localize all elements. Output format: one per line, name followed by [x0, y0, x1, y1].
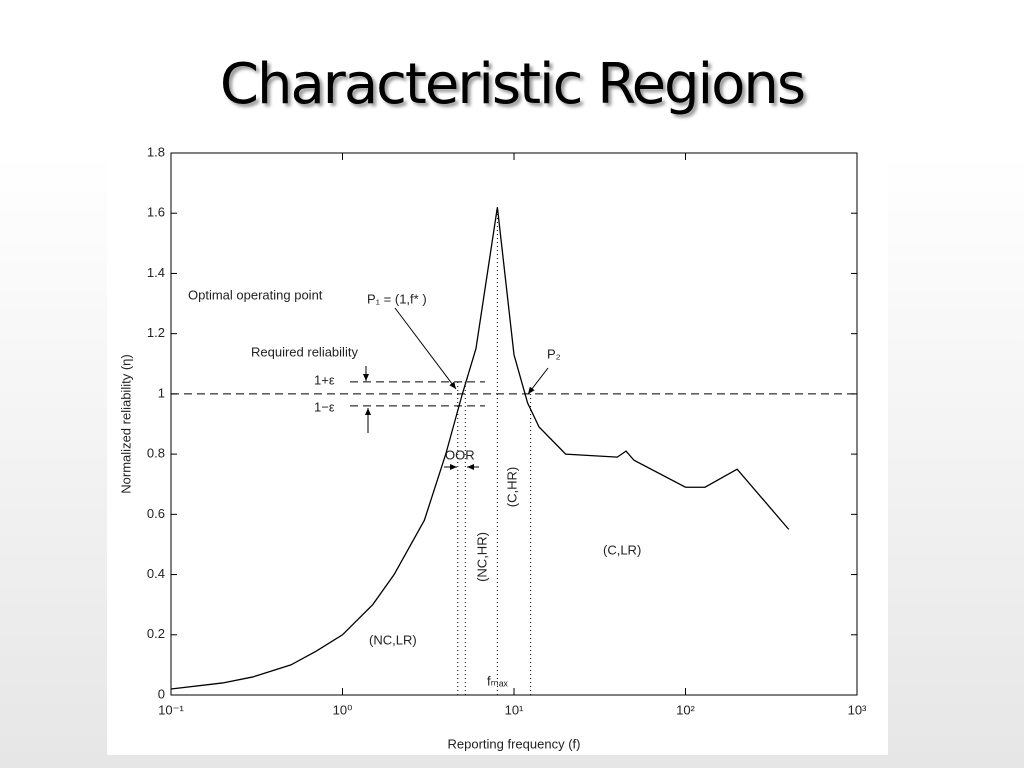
y-tick-label: 1.8: [147, 144, 165, 159]
x-tick-label: 10¹: [505, 702, 524, 717]
y-tick-label: 0.2: [147, 626, 165, 641]
p2-arrow: [527, 367, 549, 395]
y-tick-label: 1: [158, 385, 165, 400]
p1-arrow: [394, 307, 457, 390]
x-tick-label: 10³: [848, 702, 867, 717]
y-tick-label: 0.8: [147, 446, 165, 461]
annotation: 1+ε: [314, 372, 335, 387]
annotation: P₁ = (1,f* ): [367, 291, 427, 306]
y-tick-label: 0: [158, 686, 165, 701]
x-tick-label: 10⁰: [333, 702, 353, 717]
chart-background: [107, 143, 888, 755]
annotation: Required reliability: [251, 344, 358, 359]
annotation: (C,LR): [603, 542, 641, 557]
x-axis-label: Reporting frequency (f): [448, 736, 581, 751]
arrows: [363, 307, 549, 470]
annotation: 1−ε: [314, 399, 335, 414]
annotation: Optimal operating point: [188, 287, 323, 302]
y-tick-label: 1.2: [147, 325, 165, 340]
annotation: fₘₐₓ: [487, 673, 509, 688]
x-tick-label: 10⁻¹: [158, 702, 184, 717]
y-tick-label: 1.4: [147, 265, 165, 280]
y-tick-label: 0.4: [147, 566, 165, 581]
y-axis-label: Normalized reliability (η): [118, 354, 133, 493]
slide-title: Characteristic Regions: [219, 52, 806, 117]
annotation: P₂: [547, 346, 561, 361]
annotation: (NC,HR): [474, 532, 489, 582]
data-line: [170, 207, 790, 690]
annotation: OOR: [445, 447, 475, 462]
y-tick-label: 1.6: [147, 205, 165, 220]
y-tick-label: 0.6: [147, 506, 165, 521]
annotation: (C,HR): [504, 467, 519, 507]
annotation: (NC,LR): [369, 632, 417, 647]
x-tick-label: 10²: [676, 702, 695, 717]
